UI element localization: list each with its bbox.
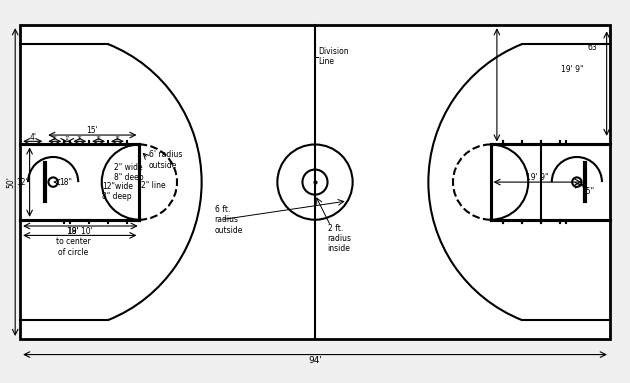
Text: 4': 4' (29, 133, 37, 142)
Text: 1': 1' (64, 136, 70, 141)
Text: 3': 3' (115, 136, 120, 141)
Text: 12"wide
8" deep: 12"wide 8" deep (101, 182, 133, 201)
Text: 50': 50' (6, 176, 15, 188)
Text: 63": 63" (588, 43, 601, 52)
Text: 12': 12' (16, 178, 28, 187)
Text: 19' 9": 19' 9" (527, 173, 549, 182)
Text: 2" wide
8" deep: 2" wide 8" deep (114, 163, 144, 182)
Text: 2 ft.
radius
inside: 2 ft. radius inside (328, 224, 352, 254)
Text: 15": 15" (581, 187, 594, 196)
Text: 6 ft.
radius
outside: 6 ft. radius outside (215, 205, 243, 235)
Text: 2" line: 2" line (141, 181, 166, 190)
Text: 19'
to center
of circle: 19' to center of circle (56, 227, 91, 257)
Text: 6' radius
outside: 6' radius outside (149, 151, 182, 170)
Text: 19' 9": 19' 9" (561, 65, 583, 74)
Text: 3': 3' (77, 136, 83, 141)
Text: 3': 3' (96, 136, 101, 141)
Text: Division
Line: Division Line (318, 47, 349, 66)
Text: 3': 3' (52, 136, 57, 141)
Text: 18": 18" (59, 178, 72, 187)
Bar (20, 25, 610, 339)
Text: 18' 10': 18' 10' (67, 226, 93, 236)
Text: 15': 15' (86, 126, 98, 135)
Text: 94': 94' (308, 356, 322, 365)
